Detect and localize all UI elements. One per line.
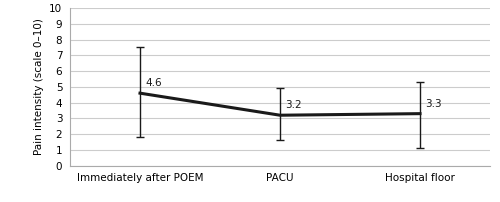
Y-axis label: Pain intensity (scale 0–10): Pain intensity (scale 0–10) [34, 18, 43, 155]
Text: 3.3: 3.3 [426, 99, 442, 109]
Text: 3.2: 3.2 [286, 100, 302, 110]
Text: 4.6: 4.6 [146, 78, 162, 88]
